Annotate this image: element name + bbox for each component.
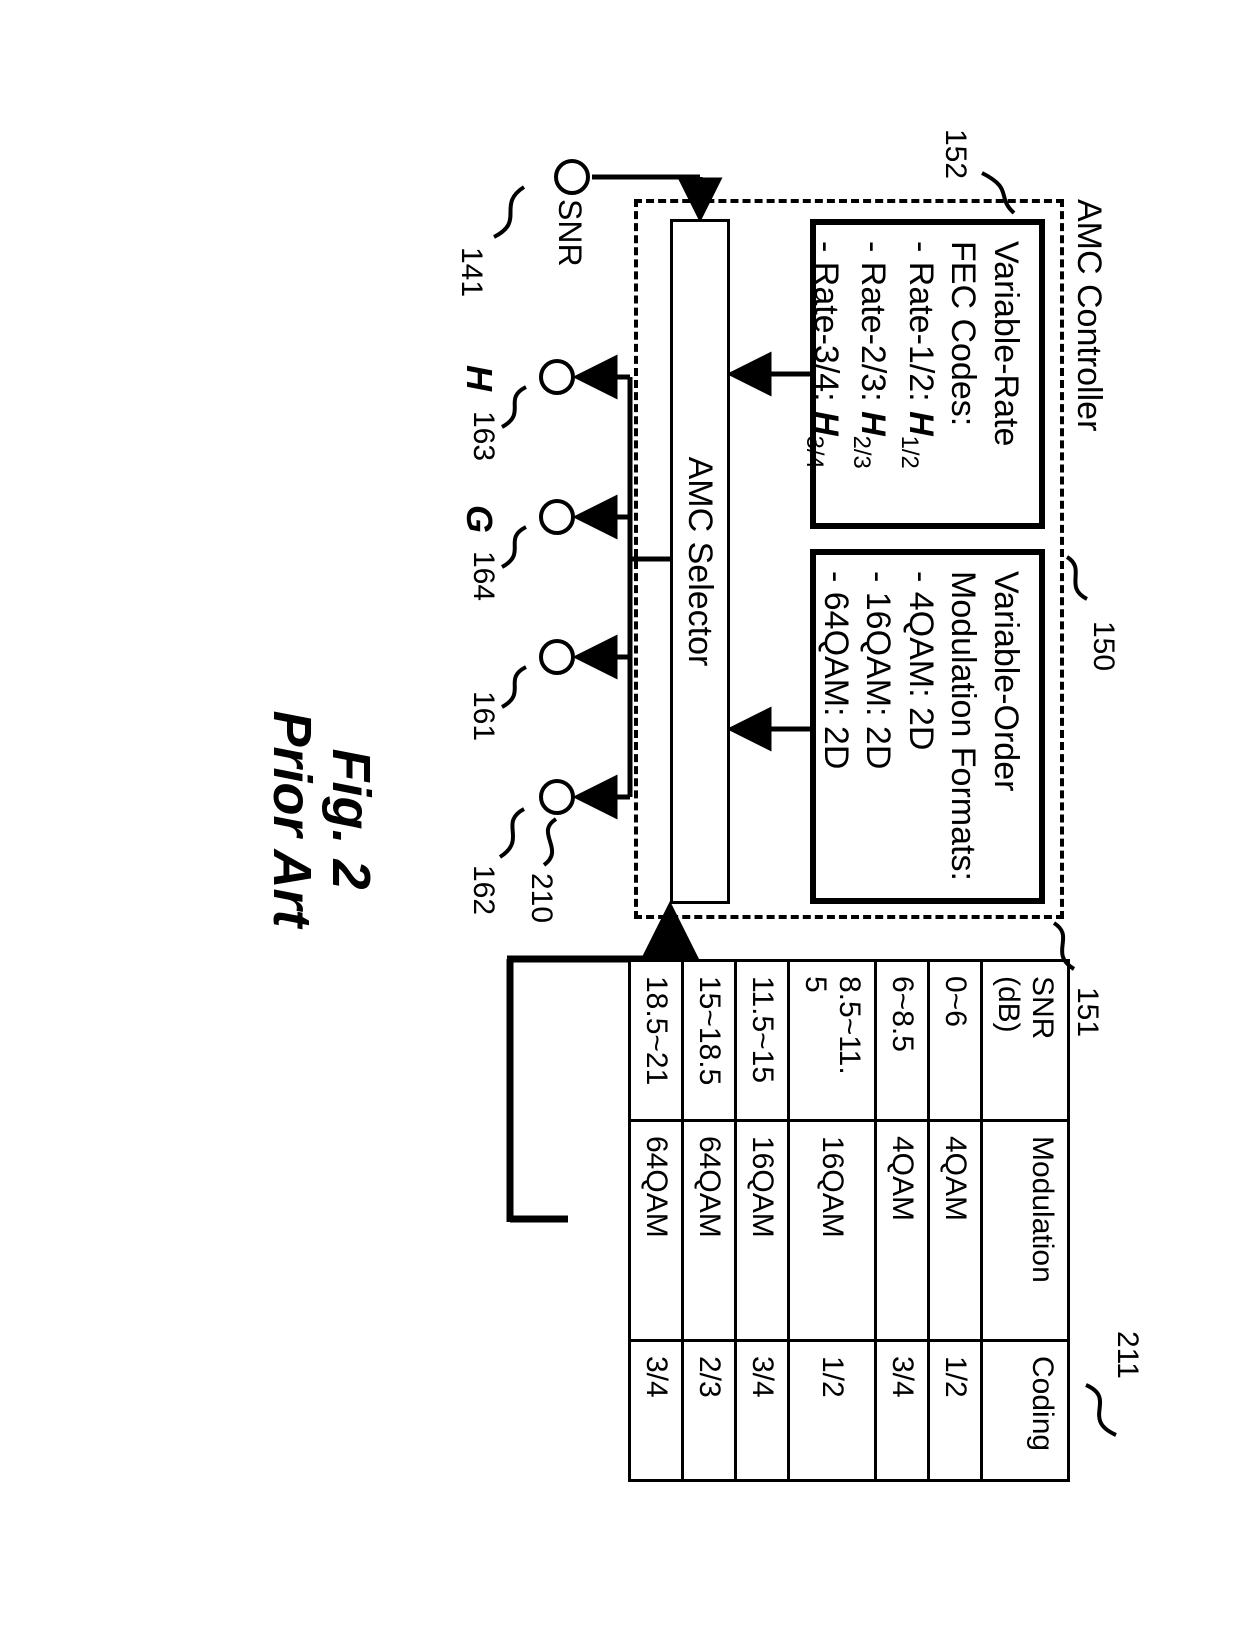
mod-line-1: - 16QAM: 2D — [857, 571, 900, 882]
fec-line-0: - Rate-1/2: H1/2 — [894, 241, 942, 507]
ref-210: 210 — [524, 873, 558, 923]
table-row: 0~64QAM1/2 — [929, 960, 982, 1480]
mod-subtitle: Modulation Formats: — [942, 571, 985, 882]
amc-selector-label: AMC Selector — [681, 456, 720, 666]
table-row: 18.5~2164QAM3/4 — [630, 960, 683, 1480]
ref-162: 162 — [466, 865, 500, 915]
leader-211 — [1075, 1379, 1130, 1449]
table-row: 15~18.564QAM2/3 — [683, 960, 736, 1480]
fec-subtitle: FEC Codes: — [942, 241, 985, 507]
leader-151 — [1045, 917, 1090, 987]
figure-caption: Fig. 2 Prior Art — [261, 129, 380, 1509]
ref-152: 152 — [938, 129, 972, 179]
leader-162 — [490, 805, 530, 865]
mcs-table-wrapper: SNR (dB) Modulation Coding 0~64QAM1/2 6~… — [628, 959, 1070, 1482]
modulation-formats-box: Variable-Order Modulation Formats: - 4QA… — [810, 549, 1045, 904]
output-node-3 — [539, 639, 575, 675]
table-row: 6~8.54QAM3/4 — [876, 960, 929, 1480]
leader-152 — [965, 163, 1020, 223]
ref-151: 151 — [1070, 987, 1104, 1037]
table-row: 11.5~1516QAM3/4 — [736, 960, 789, 1480]
mod-line-0: - 4QAM: 2D — [900, 571, 943, 882]
amc-selector-box: AMC Selector — [670, 219, 730, 904]
caption-line1: Fig. 2 — [321, 129, 380, 1509]
leader-210 — [530, 815, 570, 875]
snr-input-node — [554, 159, 590, 195]
mcs-table: SNR (dB) Modulation Coding 0~64QAM1/2 6~… — [628, 959, 1070, 1482]
output-node-2 — [539, 499, 575, 535]
snr-label: SNR — [551, 199, 588, 267]
fec-title: Variable-Rate — [985, 241, 1028, 507]
fec-line-1: - Rate-2/3: H2/3 — [847, 241, 895, 507]
ref-163: 163 — [466, 411, 500, 461]
th-cod: Coding — [982, 1340, 1069, 1480]
ref-164: 164 — [466, 551, 500, 601]
ref-211: 211 — [1110, 1331, 1144, 1379]
ref-141: 141 — [454, 247, 488, 297]
caption-line2: Prior Art — [261, 129, 320, 1509]
leader-141 — [477, 181, 532, 251]
mod-title: Variable-Order — [985, 571, 1028, 882]
fec-line-2: - Rate-3/4: H3/4 — [799, 241, 847, 507]
output-node-4 — [539, 779, 575, 815]
output-node-1 — [539, 359, 575, 395]
fec-codes-box: Variable-Rate FEC Codes: - Rate-1/2: H1/… — [810, 219, 1045, 529]
table-row: 8.5~11. 516QAM1/2 — [789, 960, 876, 1480]
amc-controller-label: AMC Controller — [1069, 199, 1108, 431]
leader-150 — [1060, 549, 1105, 619]
ref-161: 161 — [466, 691, 500, 741]
mod-line-2: - 64QAM: 2D — [815, 571, 858, 882]
th-mod: Modulation — [982, 1120, 1069, 1340]
ref-150: 150 — [1086, 621, 1120, 671]
